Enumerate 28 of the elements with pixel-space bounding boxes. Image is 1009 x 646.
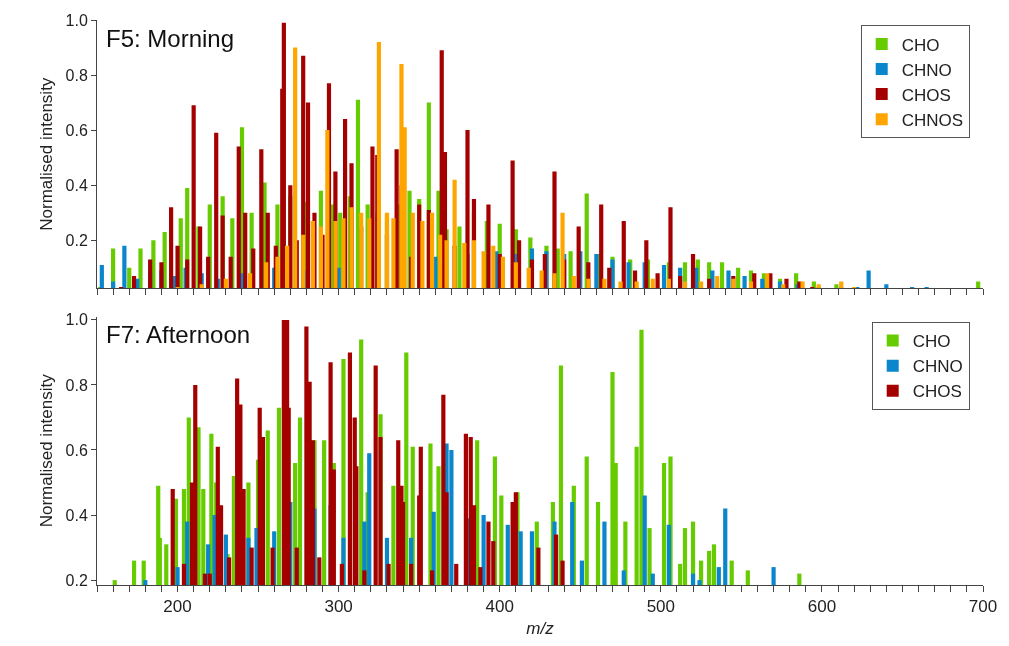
y-tick-label: 0.8 (65, 66, 88, 84)
legend-label: CHNOS (901, 110, 964, 130)
y-tick-label: 0.2 (65, 571, 88, 589)
y-tick-label: 0.4 (65, 506, 88, 524)
x-tick-label: 300 (324, 597, 353, 617)
x-tick-label: 700 (968, 597, 998, 617)
y-tick-label: 0.6 (65, 441, 88, 459)
legend-label: CHNO (901, 60, 952, 80)
y-axis-title: Normalised intensity (37, 77, 57, 231)
x-tick-label: 400 (485, 597, 514, 617)
x-tick-label: 200 (163, 597, 192, 617)
x-tick-label: 500 (646, 597, 676, 617)
legend-label: CHOS (912, 382, 962, 402)
y-tick-label: 0.8 (65, 376, 88, 394)
y-axis-title: Normalised intensity (37, 373, 57, 528)
legend-label: CHNO (912, 357, 963, 377)
y-tick-label: 0.2 (65, 231, 88, 249)
y-tick-label: 0.6 (65, 121, 88, 139)
chart-title: F7: Afternoon (106, 321, 251, 348)
legend-label: CHO (901, 35, 940, 55)
y-tick-label: 1.0 (65, 11, 88, 29)
x-tick-label: 600 (807, 597, 837, 617)
legend-label: CHO (912, 332, 951, 352)
x-axis-title: m/z (526, 618, 555, 638)
y-tick-label: 1.0 (65, 311, 88, 329)
legend-label: CHOS (901, 85, 951, 105)
chart-title: F5: Morning (106, 25, 235, 52)
y-tick-label: 0.4 (65, 176, 88, 194)
